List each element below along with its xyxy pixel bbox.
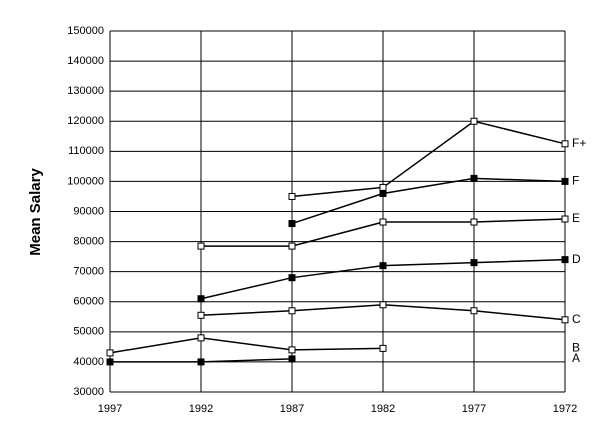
series-label: F — [572, 174, 579, 188]
series-line — [291, 177, 566, 225]
point-marker — [470, 174, 478, 182]
point-marker — [288, 242, 296, 250]
y-tick-label: 70000 — [73, 266, 104, 278]
x-tick-label: 1972 — [553, 403, 577, 415]
x-tick-label: 1977 — [462, 403, 486, 415]
point-marker — [197, 295, 205, 303]
series-label: D — [572, 252, 581, 266]
point-marker — [288, 192, 296, 200]
y-tick-label: 150000 — [67, 25, 104, 37]
series-label: C — [572, 312, 581, 326]
point-marker — [288, 355, 296, 363]
point-marker — [561, 177, 569, 185]
point-marker — [197, 242, 205, 250]
point-marker — [106, 349, 114, 357]
y-tick-label: 130000 — [67, 85, 104, 97]
series-label: E — [572, 211, 580, 225]
point-marker — [288, 307, 296, 315]
point-marker — [470, 117, 478, 125]
point-marker — [379, 262, 387, 270]
series-line — [109, 337, 384, 354]
point-marker — [197, 334, 205, 342]
point-marker — [288, 346, 296, 354]
y-axis-label: Mean Salary — [27, 168, 44, 256]
point-marker — [561, 215, 569, 223]
y-tick-label: 50000 — [73, 326, 104, 338]
point-marker — [561, 316, 569, 324]
point-marker — [561, 256, 569, 264]
series-label: B — [572, 341, 580, 355]
y-tick-label: 60000 — [73, 296, 104, 308]
series-label: F+ — [572, 136, 586, 150]
point-marker — [470, 259, 478, 267]
series-label: A — [572, 351, 580, 365]
y-tick-label: 100000 — [67, 175, 104, 187]
point-marker — [379, 189, 387, 197]
point-marker — [197, 358, 205, 366]
point-marker — [470, 218, 478, 226]
point-marker — [379, 301, 387, 309]
point-marker — [379, 183, 387, 191]
y-tick-label: 40000 — [73, 356, 104, 368]
x-tick-label: 1987 — [280, 403, 304, 415]
point-marker — [379, 344, 387, 352]
y-tick-label: 80000 — [73, 235, 104, 247]
y-tick-label: 120000 — [67, 115, 104, 127]
point-marker — [561, 140, 569, 148]
point-marker — [197, 311, 205, 319]
x-tick-label: 1997 — [98, 403, 122, 415]
y-tick-label: 30000 — [73, 386, 104, 398]
point-marker — [379, 218, 387, 226]
point-marker — [288, 274, 296, 282]
point-marker — [288, 220, 296, 228]
y-tick-label: 110000 — [68, 145, 104, 157]
x-tick-label: 1982 — [371, 403, 395, 415]
x-tick-label: 1992 — [189, 403, 213, 415]
series-line — [291, 120, 566, 198]
point-marker — [106, 358, 114, 366]
y-tick-label: 140000 — [67, 55, 104, 67]
y-tick-label: 90000 — [73, 205, 104, 217]
point-marker — [470, 307, 478, 315]
